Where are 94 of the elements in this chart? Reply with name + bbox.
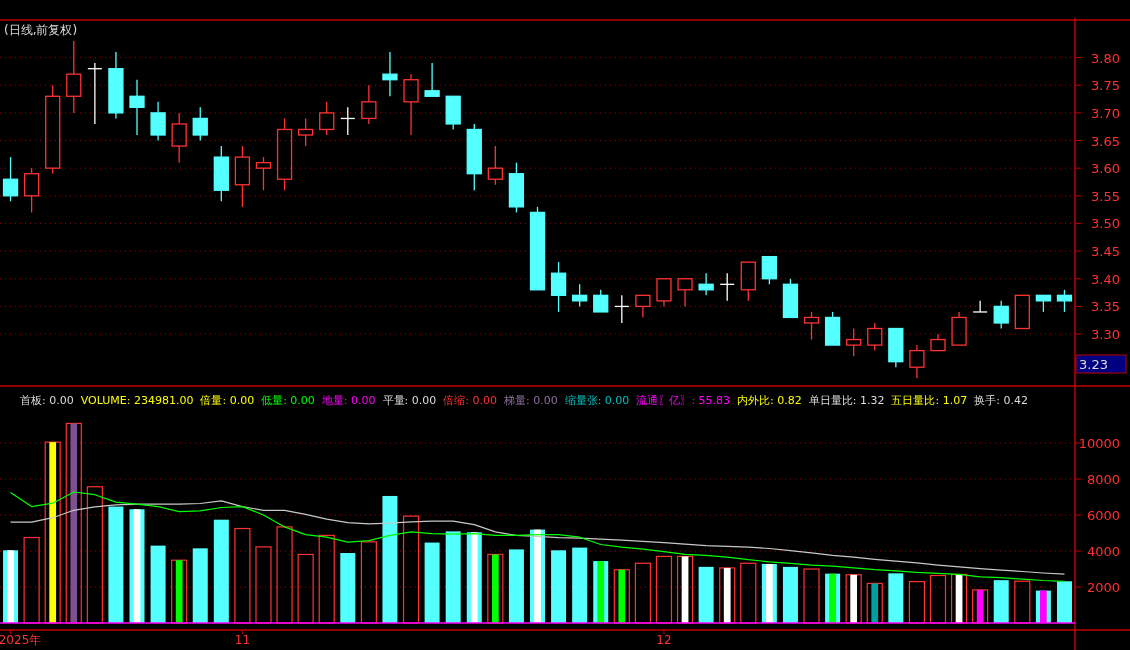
annotation: 缩量张: 0.00 [564, 394, 630, 407]
annotation: 五日量比: 1.07 [891, 394, 968, 407]
y-tick-label: 3.35 [1091, 299, 1120, 315]
x-tick-label: 12 [656, 633, 672, 647]
candlestick [150, 101, 166, 142]
bar [597, 561, 605, 623]
bar [972, 589, 989, 624]
annotation: 低量: 0.00 [261, 394, 315, 407]
y-tick-label: 3.40 [1091, 271, 1120, 287]
bar [1056, 581, 1072, 623]
x-tick-label: 2025年 [0, 633, 42, 647]
bar [929, 574, 947, 624]
y-tick-label: 2000 [1086, 580, 1120, 596]
bar [318, 534, 335, 624]
bar [108, 506, 124, 623]
bar [213, 519, 229, 623]
annotation: 倍量: 0.00 [200, 394, 255, 407]
bar [470, 532, 478, 623]
y-tick-label: 3.50 [1091, 216, 1120, 232]
bar [7, 550, 14, 623]
bar [803, 568, 820, 624]
annotation: 倍缩: 0.00 [443, 394, 497, 407]
candlestick [361, 84, 377, 125]
bar [572, 547, 588, 623]
bar [192, 548, 208, 623]
bar [297, 553, 314, 624]
bar [86, 486, 103, 624]
candlestick [382, 51, 398, 97]
annotation: VOLUME: 234981.00 [80, 394, 194, 407]
chart-title: (日线,前复权) [4, 23, 78, 37]
bar [340, 553, 356, 623]
bar [908, 581, 926, 624]
bar [171, 559, 188, 624]
y-tick-label: 3.45 [1091, 244, 1120, 260]
bar [993, 580, 1009, 623]
bar [719, 567, 736, 624]
y-tick-label: 3.70 [1091, 105, 1120, 121]
bar [534, 529, 541, 623]
annotation: 梯量: 0.00 [502, 394, 558, 407]
bar [765, 563, 773, 623]
bar [950, 573, 968, 624]
annotation: 首板: 0.00 [20, 394, 74, 407]
candlestick [129, 79, 145, 136]
annotation: 流通〖亿〗: 55.83 [636, 394, 731, 407]
bar [424, 542, 440, 623]
bar [613, 569, 630, 624]
bar [402, 515, 420, 624]
bar [487, 553, 504, 624]
bar [866, 582, 883, 624]
bar [845, 574, 862, 624]
bar [1014, 580, 1031, 624]
annotation: 地量: 0.00 [320, 394, 376, 407]
y-tick-label: 3.30 [1091, 327, 1120, 343]
bar [551, 550, 567, 623]
bar [276, 526, 293, 624]
y-tick-label: 3.75 [1091, 78, 1120, 94]
bar [150, 545, 166, 623]
bar [382, 495, 398, 623]
bar [740, 562, 757, 624]
bar [508, 549, 524, 623]
bar [829, 573, 836, 623]
bar [255, 546, 272, 624]
bar [23, 536, 40, 624]
candlestick [108, 51, 124, 120]
x-tick-label: 11 [234, 633, 251, 647]
annotation: 单日量比: 1.32 [808, 394, 885, 407]
bar [234, 527, 251, 624]
annotation: 平量: 0.00 [382, 394, 437, 407]
y-tick-label: 10000 [1078, 436, 1120, 452]
bar [655, 555, 673, 624]
y-tick-label: 6000 [1086, 508, 1120, 524]
candlestick [698, 272, 714, 296]
y-tick-label: 3.60 [1091, 161, 1120, 177]
y-tick-label: 3.65 [1091, 133, 1120, 149]
y-tick-label: 3.55 [1091, 188, 1120, 204]
bar [445, 531, 461, 623]
line-series [9, 491, 1066, 582]
bar [782, 566, 798, 623]
annotation: 内外比: 0.82 [737, 394, 802, 407]
bar [360, 541, 377, 624]
y-tick-label: 4000 [1086, 544, 1120, 560]
line-series [9, 500, 1066, 575]
bar [634, 562, 651, 624]
candlestick [909, 344, 925, 379]
text: 3.23 [1079, 357, 1108, 372]
bar [65, 422, 82, 624]
bar [676, 555, 694, 624]
annotation: 换手: 0.42 [974, 394, 1028, 407]
y-tick-label: 3.80 [1091, 50, 1120, 66]
bar [44, 441, 61, 624]
y-tick-label: 8000 [1086, 472, 1120, 488]
bar [888, 573, 904, 623]
bar [698, 566, 714, 623]
candlestick [403, 73, 419, 136]
